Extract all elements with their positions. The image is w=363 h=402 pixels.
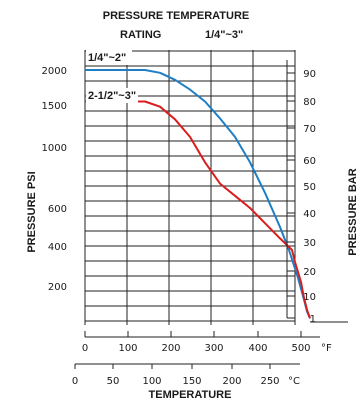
bar-tick-label: 30 [303,238,316,249]
chart-title-line1: PRESSURE TEMPERATURE [103,10,249,22]
celsius-tick-label: 50 [107,376,120,387]
series-tag-1: 1/4"~2" [88,52,126,64]
bar-tick-label: 10 [303,292,316,303]
y-axis-label-left: PRESSURE PSI [26,171,38,252]
fahrenheit-tick-label: 200 [161,343,180,354]
x-unit-celsius: °C [288,376,300,387]
bar-tick-label: 70 [303,124,316,135]
series-group [85,69,348,323]
x-ticks-celsius: 0 50 100 150 200 250 [72,363,300,387]
celsius-tick-label: 0 [72,376,78,387]
psi-tick-label: 200 [48,282,67,293]
fahrenheit-tick-label: 100 [118,343,137,354]
chart-title-line2: RATING [120,29,161,41]
fahrenheit-tick-label: 0 [82,343,88,354]
psi-tick-label: 400 [48,242,67,253]
bar-tick-label: 80 [303,97,316,108]
bar-tick-label: 20 [303,267,316,278]
bar-tick-label: 90 [303,69,316,80]
psi-tick-label: 1500 [42,101,67,112]
bar-tick-label: 1 [310,314,316,325]
fahrenheit-tick-label: 400 [248,343,267,354]
grid [84,50,296,325]
celsius-tick-label: 200 [222,376,241,387]
x-unit-fahrenheit: °F [321,343,332,354]
celsius-tick-label: 250 [260,376,279,387]
series-line-1 [85,69,311,319]
psi-tick-label: 2000 [42,66,67,77]
celsius-tick-label: 150 [182,376,201,387]
celsius-tick-label: 100 [142,376,161,387]
bar-tick-label: 60 [303,156,316,167]
psi-tick-label: 600 [48,204,67,215]
series-tags: 1/4"~2" 2-1/2"~3" [86,50,138,103]
bar-tick-label: 50 [303,182,316,193]
y-axis-label-right: PRESSURE BAR [347,168,359,255]
chart-title-range: 1/4"~3" [205,29,243,41]
axes: 2000 1500 1000 600 400 200 90 80 70 60 50 40 30 20 10 1 [42,60,316,325]
series-tag-2-bg [86,88,138,103]
bar-tick-label: 40 [303,209,316,220]
series-tag-2: 2-1/2"~3" [88,90,136,102]
fahrenheit-tick-label: 300 [204,343,223,354]
series-tag-1-bg [86,50,132,65]
psi-tick-label: 1000 [42,143,67,154]
x-axis-label: TEMPERATURE [149,389,232,401]
x-ticks-fahrenheit: 0 100 200 300 400 500 [82,331,320,354]
fahrenheit-tick-label: 500 [291,343,310,354]
series-line-2 [85,100,311,319]
chart-title: PRESSURE TEMPERATURE RATING 1/4"~3" [103,10,249,41]
